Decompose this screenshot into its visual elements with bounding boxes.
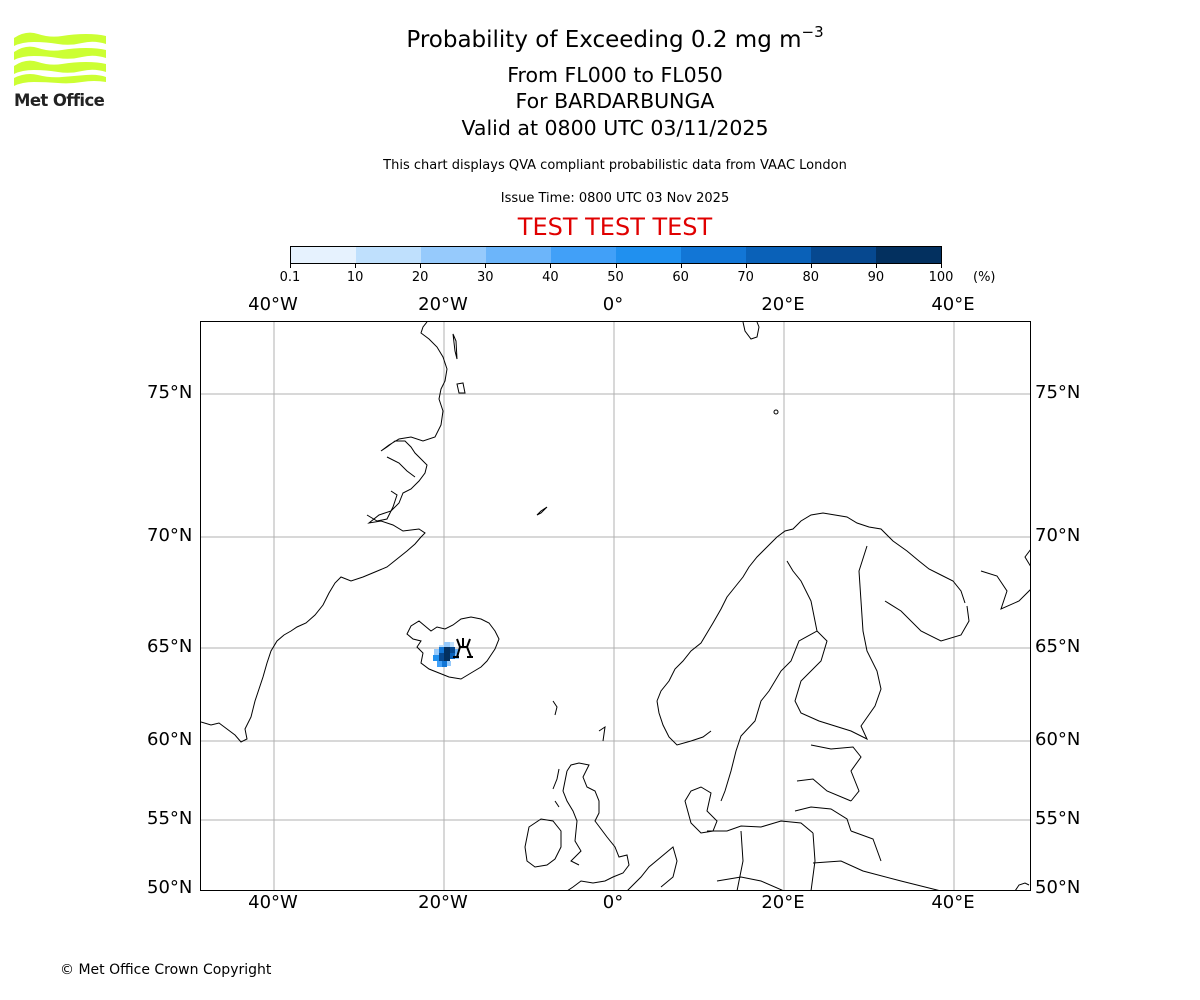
- colorbar-tick: [550, 263, 552, 268]
- colorbar-tick-label: 70: [737, 270, 754, 285]
- map-panel[interactable]: [200, 321, 1031, 891]
- ireland-coast: [524, 818, 562, 868]
- colorbar-tick-label: 10: [346, 270, 364, 285]
- colorbar-segment: [421, 247, 486, 263]
- lat-label-right: 50°N: [1035, 877, 1081, 898]
- colorbar-segment: [356, 247, 421, 263]
- colorbar-tick: [941, 263, 942, 268]
- lon-label-bottom: 20°E: [761, 892, 805, 913]
- flight-levels: From FL000 to FL050: [507, 63, 723, 87]
- colorbar-tick-label: 40: [542, 270, 559, 285]
- lat-label-left: 65°N: [147, 636, 193, 657]
- volcano-name: For BARDARBUNGA: [515, 89, 715, 113]
- lon-label-top: 0°: [602, 294, 624, 315]
- colorbar-tick-label: 60: [672, 270, 689, 285]
- colorbar-tick: [420, 263, 422, 268]
- colorbar-tick: [810, 263, 812, 268]
- colorbar-segment: [811, 247, 876, 263]
- lat-label-left: 55°N: [147, 808, 193, 829]
- colorbar-tick: [680, 263, 682, 268]
- colorbar-tick: [875, 263, 877, 268]
- map-canvas: [201, 322, 1030, 890]
- colorbar-tick: [355, 263, 357, 268]
- colorbar-tick-label: 100: [928, 270, 954, 285]
- scandinavia-coast: [656, 512, 966, 702]
- colorbar-tick-label: 20: [411, 270, 429, 285]
- colorbar-tick: [745, 263, 747, 268]
- lon-label-top: 40°W: [248, 294, 298, 315]
- lat-label-left: 50°N: [147, 877, 193, 898]
- valid-time: Valid at 0800 UTC 03/11/2025: [461, 116, 769, 140]
- greenland-coast: [201, 322, 448, 743]
- lon-label-bottom: 40°W: [248, 892, 298, 913]
- lat-label-right: 70°N: [1035, 525, 1081, 546]
- colorbar: [290, 246, 942, 264]
- colorbar-tick-label: 50: [607, 270, 624, 285]
- lon-label-bottom: 0°: [602, 892, 624, 913]
- finland-coast: [794, 545, 882, 741]
- test-banner: TEST TEST TEST: [517, 213, 713, 241]
- graticule: [201, 322, 1030, 890]
- colorbar-tick-label: 0.1: [279, 270, 301, 285]
- title-superscript: −3: [801, 23, 824, 41]
- colorbar-segment: [486, 247, 551, 263]
- lon-label-bottom: 40°E: [931, 892, 975, 913]
- colorbar-tick-label: 90: [867, 270, 885, 285]
- colorbar-tick: [615, 263, 617, 268]
- lat-label-right: 60°N: [1035, 729, 1081, 750]
- chart-subtitle: This chart displays QVA compliant probab…: [383, 158, 847, 173]
- colorbar-tick: [485, 263, 487, 268]
- logo-text: Met Office: [14, 91, 105, 110]
- lat-label-left: 60°N: [147, 729, 193, 750]
- copyright-footer: © Met Office Crown Copyright: [60, 962, 272, 978]
- colorbar-segment: [291, 247, 356, 263]
- iceland-coast: [406, 616, 500, 680]
- ash-plume: [433, 642, 459, 667]
- issue-time: Issue Time: 0800 UTC 03 Nov 2025: [500, 191, 730, 206]
- great-britain-coast: [566, 762, 630, 890]
- lon-label-top: 20°E: [761, 294, 805, 315]
- colorbar-unit: (%): [973, 270, 996, 285]
- met-office-logo: Met Office: [14, 30, 106, 112]
- chart-title: Probability of Exceeding 0.2 mg m−3: [0, 23, 1200, 53]
- colorbar-segment: [681, 247, 746, 263]
- colorbar-segment: [551, 247, 616, 263]
- lat-label-right: 55°N: [1035, 808, 1081, 829]
- colorbar-tick-label: 80: [802, 270, 820, 285]
- colorbar-segment: [876, 247, 941, 263]
- coastlines: [201, 322, 1030, 890]
- lon-label-top: 40°E: [931, 294, 975, 315]
- colorbar-segment: [746, 247, 811, 263]
- lat-label-right: 75°N: [1035, 382, 1081, 403]
- lat-label-right: 65°N: [1035, 636, 1081, 657]
- met-office-waves-icon: [14, 32, 106, 86]
- colorbar-tick-label: 30: [477, 270, 494, 285]
- lon-label-top: 20°W: [418, 294, 468, 315]
- lat-label-left: 75°N: [147, 382, 193, 403]
- volcano-symbol-icon: [453, 638, 473, 658]
- lon-label-bottom: 20°W: [418, 892, 468, 913]
- title-text: Probability of Exceeding 0.2 mg m: [406, 27, 802, 53]
- colorbar-segment: [616, 247, 681, 263]
- colorbar-tick: [290, 263, 291, 268]
- lat-label-left: 70°N: [147, 525, 193, 546]
